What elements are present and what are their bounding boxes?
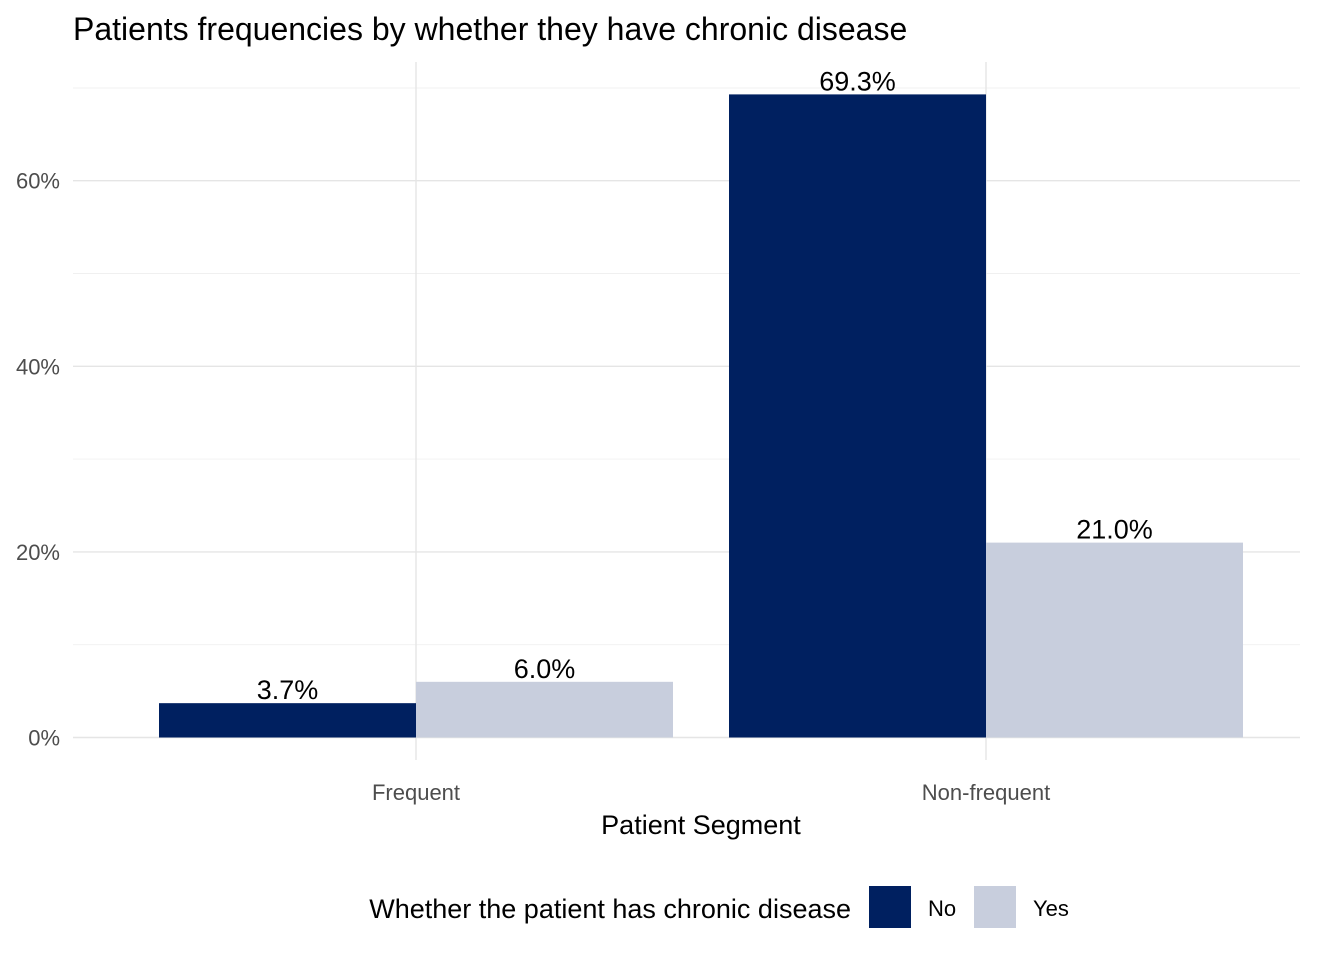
legend: Whether the patient has chronic disease … <box>369 886 1069 928</box>
x-axis-ticks: Frequent Non-frequent <box>372 780 1050 805</box>
bars <box>159 94 1243 738</box>
bar-frequent-yes <box>416 681 673 738</box>
legend-key-yes <box>974 886 1016 928</box>
x-tick-label: Non-frequent <box>922 780 1050 805</box>
data-label: 21.0% <box>1076 515 1153 545</box>
chart-title: Patients frequencies by whether they hav… <box>73 11 907 47</box>
bar-frequent-no <box>159 703 416 738</box>
y-tick-label: 0% <box>28 726 60 751</box>
x-axis-title: Patient Segment <box>601 810 801 840</box>
legend-title: Whether the patient has chronic disease <box>369 894 851 924</box>
legend-label-yes: Yes <box>1033 896 1069 921</box>
data-labels: 3.7% 6.0% 69.3% 21.0% <box>257 66 1153 705</box>
legend-items: No Yes <box>869 886 1069 928</box>
y-tick-label: 60% <box>16 169 60 194</box>
y-tick-label: 20% <box>16 540 60 565</box>
y-tick-label: 40% <box>16 354 60 379</box>
bar-non-frequent-yes <box>986 542 1243 738</box>
bar-non-frequent-no <box>729 94 986 738</box>
legend-label-no: No <box>928 896 956 921</box>
legend-key-no <box>869 886 911 928</box>
data-label: 69.3% <box>819 66 896 96</box>
data-label: 3.7% <box>257 675 319 705</box>
x-tick-label: Frequent <box>372 780 460 805</box>
y-axis-ticks: 0% 20% 40% 60% <box>16 169 60 751</box>
data-label: 6.0% <box>514 654 576 684</box>
